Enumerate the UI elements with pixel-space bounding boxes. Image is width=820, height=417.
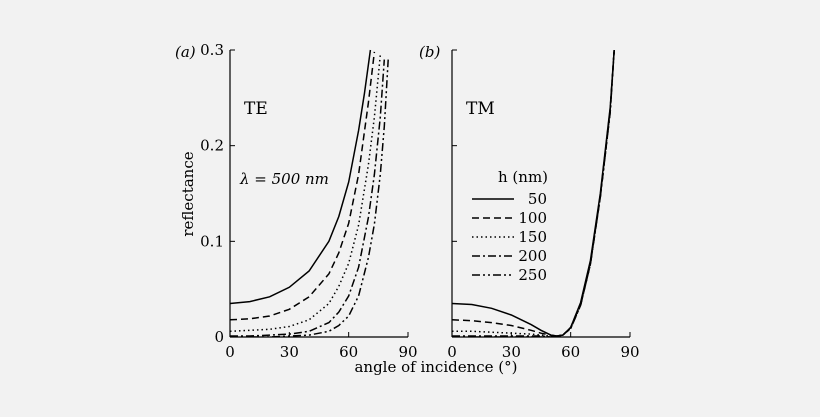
legend-entry-150: 150 (518, 228, 547, 246)
series-line-a-50 (230, 49, 372, 305)
series-line-a-100 (230, 51, 376, 321)
panel-b-tm: 0 30 60 90 (b) TM (419, 43, 640, 361)
x-tick-label-b: 30 (502, 343, 521, 361)
x-tick-label-a: 0 (225, 343, 235, 361)
x-tick-label-b: 60 (561, 343, 580, 361)
x-tick-label-a: 90 (398, 343, 417, 361)
legend-entry-100: 100 (518, 209, 547, 227)
legend-entry-250: 250 (518, 266, 547, 284)
mode-label-a: TE (244, 99, 268, 119)
y-tick-label: 0.3 (200, 41, 224, 59)
panel-label-a: (a) (175, 43, 196, 61)
panel-a-te: 0 30 60 90 0 0.1 0.2 0.3(a) TE (175, 41, 418, 361)
y-tick-label: 0 (214, 328, 224, 346)
y-tick-label: 0.1 (200, 232, 224, 250)
x-tick-label-a: 60 (339, 343, 358, 361)
x-tick-label-b: 90 (620, 343, 639, 361)
mode-label-b: TM (466, 99, 495, 119)
legend-entry-50: 50 (528, 190, 547, 208)
annotations: angle of incidence (°) reflectance λ = 5… (179, 151, 518, 376)
series-line-a-150 (230, 54, 382, 333)
legend-title: h (nm) (498, 168, 548, 186)
series-line-a-200 (230, 59, 386, 337)
x-axis-label: angle of incidence (°) (354, 358, 517, 376)
y-axis-label: reflectance (179, 151, 197, 236)
x-tick-label-b: 0 (447, 343, 457, 361)
panel-label-b: (b) (419, 43, 440, 61)
legend-entry-200: 200 (518, 247, 547, 265)
x-tick-label-a: 30 (280, 343, 299, 361)
lambda-label: λ = 500 nm (239, 170, 329, 188)
series-line-b-250 (452, 49, 615, 337)
series-line-a-250 (230, 59, 389, 337)
y-tick-label: 0.2 (200, 137, 224, 155)
